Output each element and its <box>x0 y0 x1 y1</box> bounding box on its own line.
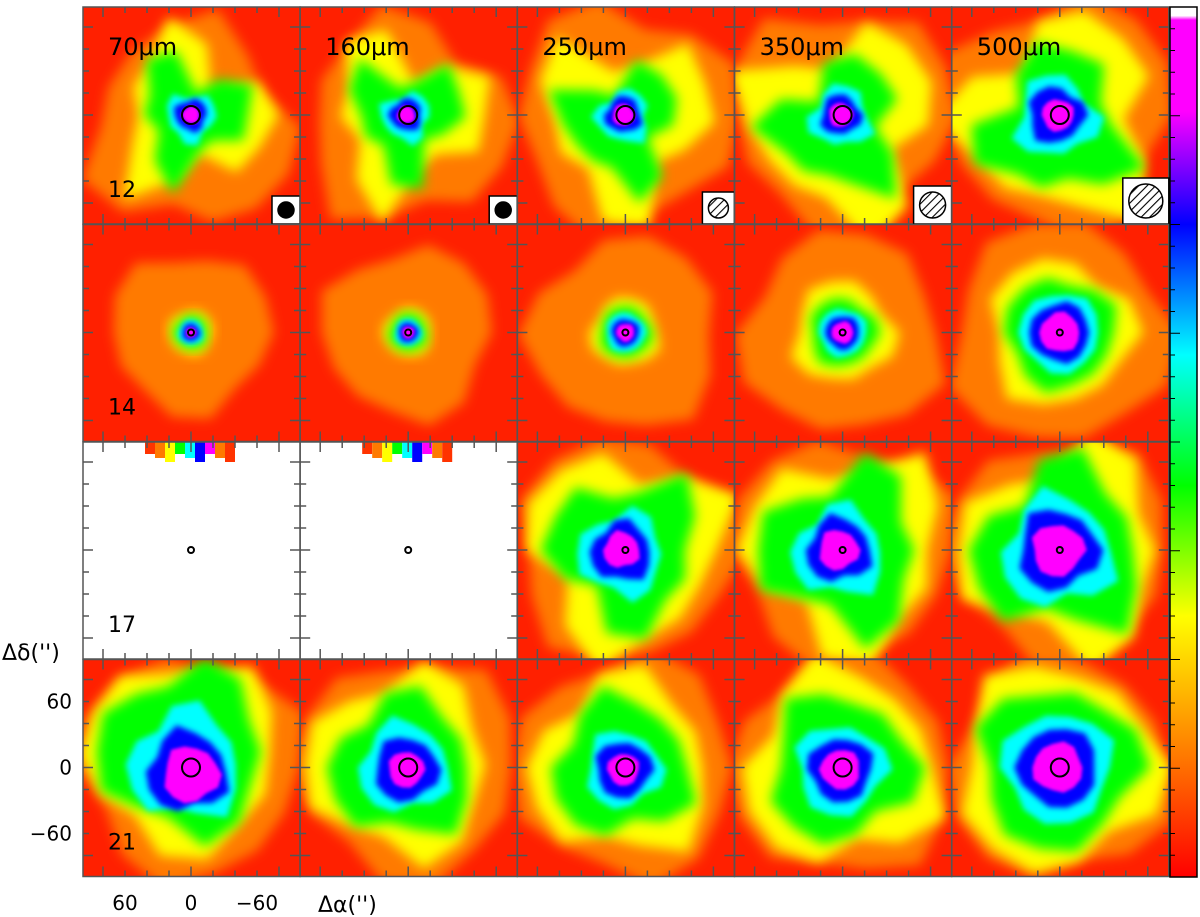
x-tick-label-2: −60 <box>236 891 278 915</box>
panel-r1-c0 <box>82 223 301 443</box>
panel-ticks <box>300 224 518 442</box>
source-position-marker <box>1055 328 1064 337</box>
source-position-marker <box>181 105 201 125</box>
panel-ticks <box>951 224 1169 442</box>
panel-r2-c0 <box>82 441 301 660</box>
wavelength-label-3: 350μm <box>760 33 844 61</box>
source-position-marker <box>615 105 636 125</box>
source-label-0: 12 <box>108 178 136 203</box>
panel-r1-c2 <box>516 223 736 443</box>
panel-r3-c0 <box>82 658 301 878</box>
wavelength-label-0: 70μm <box>108 33 177 61</box>
source-position-marker <box>832 105 853 125</box>
panel-ticks <box>517 442 735 659</box>
panel-r2-c2 <box>516 441 736 660</box>
x-tick-label-0: 60 <box>112 891 137 915</box>
panel-r0-c1 <box>299 6 518 225</box>
panel-ticks <box>300 442 518 659</box>
source-label-3: 21 <box>108 831 136 856</box>
panel-ticks <box>734 659 952 877</box>
panel-r1-c4 <box>951 223 1170 443</box>
source-position-marker <box>187 546 195 554</box>
source-label-1: 14 <box>108 396 136 421</box>
beam-size-icon <box>271 195 301 225</box>
beam-size-icon <box>701 191 736 225</box>
panel-r0-c0 <box>82 6 301 225</box>
source-position-marker <box>838 328 847 337</box>
wavelength-label-4: 500μm <box>977 33 1061 61</box>
panel-r1-c1 <box>299 223 518 443</box>
emission-contour <box>402 326 415 339</box>
axes: 60 0 −60 60 0 −60 Δα('') Δδ('') <box>2 641 377 917</box>
beam-size-icon <box>1122 177 1170 225</box>
source-position-marker <box>187 328 195 337</box>
emission-contour <box>616 324 634 342</box>
y-tick-label-0: 60 <box>47 690 72 714</box>
panel-r0-c4 <box>951 6 1170 225</box>
source-position-marker <box>1055 546 1064 554</box>
panel-r2-c1 <box>299 441 518 660</box>
panel-ticks <box>517 659 735 877</box>
y-axis-title: Δδ('') <box>2 641 60 666</box>
source-position-marker <box>1049 757 1070 778</box>
panel-r2-c4 <box>951 441 1170 660</box>
wavelength-label-1: 160μm <box>325 33 409 61</box>
blank-map <box>300 442 518 659</box>
source-position-marker <box>838 546 847 554</box>
map-edge-strip <box>145 442 235 462</box>
panel-r0-c3 <box>733 6 953 225</box>
emission-contour <box>606 754 640 786</box>
source-position-marker <box>404 546 413 554</box>
panel-ticks <box>83 224 300 442</box>
panel-ticks <box>517 7 735 224</box>
source-position-marker <box>398 757 419 778</box>
source-label-2: 17 <box>108 613 136 638</box>
panel-ticks <box>951 442 1169 659</box>
colorbar <box>1169 6 1198 878</box>
x-tick-label-1: 0 <box>185 891 198 915</box>
map-edge-strip <box>362 442 453 462</box>
emission-contour <box>603 530 640 568</box>
panel-ticks <box>83 442 300 659</box>
panel-r3-c3 <box>733 658 953 878</box>
emission-contour <box>164 746 222 804</box>
beam-size-icon <box>912 185 953 225</box>
panel-ticks <box>951 659 1169 877</box>
panel-ticks <box>951 7 1169 224</box>
source-position-marker <box>181 757 201 778</box>
wavelength-label-2: 250μm <box>542 33 626 61</box>
source-position-marker <box>615 757 636 778</box>
source-position-marker <box>621 328 630 337</box>
panel-ticks <box>734 442 952 659</box>
panel-ticks <box>734 224 952 442</box>
blank-map <box>83 442 300 659</box>
source-position-marker <box>398 105 419 125</box>
emission-contour <box>1039 311 1080 352</box>
source-position-marker <box>832 757 853 778</box>
source-position-marker <box>621 546 630 554</box>
y-tick-label-1: 0 <box>59 756 72 780</box>
emission-contour <box>388 752 426 788</box>
source-position-marker <box>1049 105 1070 125</box>
panel-r3-c1 <box>299 658 518 878</box>
panel-r1-c3 <box>733 223 953 443</box>
panel-r2-c3 <box>733 441 953 660</box>
panel-r0-c2 <box>516 6 736 225</box>
emission-contour <box>831 321 854 344</box>
panel-ticks <box>83 659 300 877</box>
emission-contour <box>1031 525 1087 577</box>
panel-r3-c2 <box>516 658 736 878</box>
x-axis-title: Δα('') <box>318 893 377 917</box>
emission-contour <box>1032 741 1083 793</box>
emission-contour <box>181 105 200 124</box>
panel-ticks <box>517 224 735 442</box>
beam-size-icon <box>488 195 518 225</box>
panel-ticks <box>300 659 518 877</box>
panel-r3-c4 <box>951 658 1170 878</box>
y-tick-label-2: −60 <box>30 822 72 846</box>
source-position-marker <box>404 328 413 337</box>
